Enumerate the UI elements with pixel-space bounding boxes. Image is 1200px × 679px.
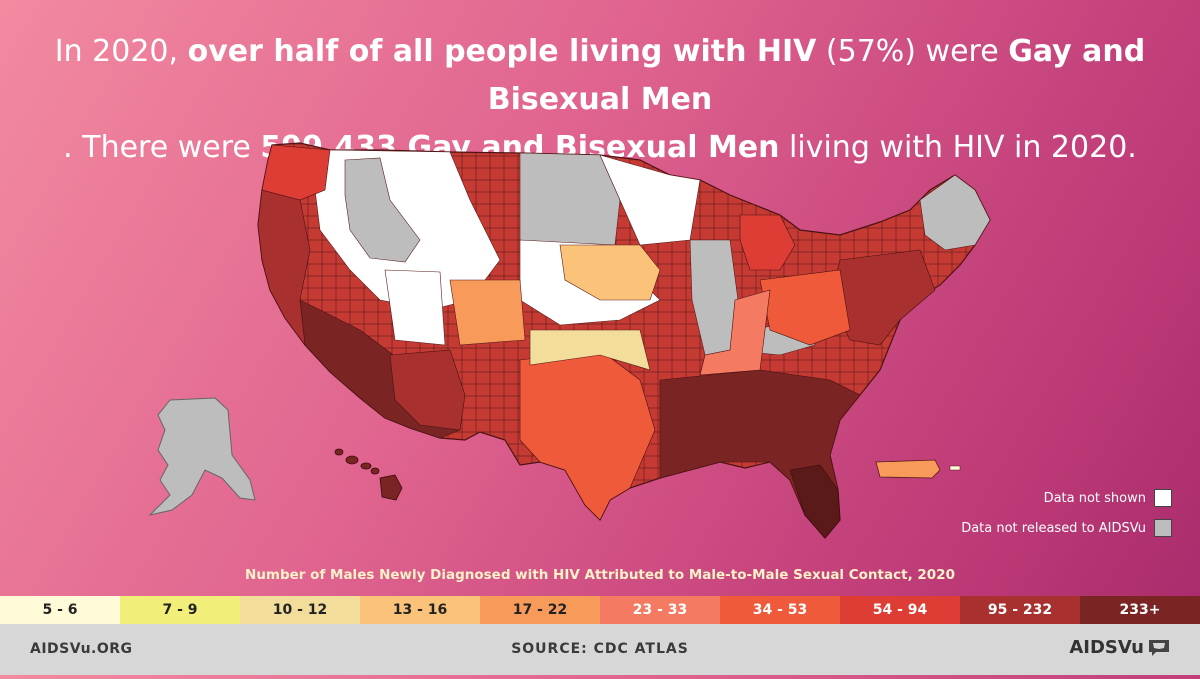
region-new-england bbox=[919, 174, 991, 251]
region-west-coast bbox=[257, 189, 311, 347]
scale-bin: 23 - 33 bbox=[600, 596, 720, 624]
puerto-rico-island bbox=[949, 465, 961, 471]
region-texas bbox=[519, 349, 656, 521]
region-colorado bbox=[449, 279, 526, 346]
legend-not-shown-swatch bbox=[1154, 489, 1172, 507]
legend-not-released-label: Data not released to AIDSVu bbox=[961, 520, 1146, 536]
scale-bin: 17 - 22 bbox=[480, 596, 600, 624]
region-northwest-top bbox=[261, 144, 331, 201]
headline-bold: over half of all people living with HIV bbox=[187, 34, 817, 69]
scale-bin: 95 - 232 bbox=[960, 596, 1080, 624]
region-appalachia bbox=[759, 269, 851, 346]
region-arizona bbox=[389, 349, 466, 431]
region-upper-midwest bbox=[599, 154, 701, 246]
scale-bin: 7 - 9 bbox=[120, 596, 240, 624]
region-utah bbox=[384, 269, 446, 346]
scale-bin: 10 - 12 bbox=[240, 596, 360, 624]
scale-bin: 5 - 6 bbox=[0, 596, 120, 624]
footer: AIDSVu.ORG SOURCE: CDC ATLAS AIDSVu bbox=[0, 624, 1200, 675]
region-idaho bbox=[344, 157, 421, 263]
speech-bubble-icon bbox=[1149, 639, 1169, 656]
region-ohio-valley bbox=[699, 289, 771, 376]
footer-website[interactable]: AIDSVu.ORG bbox=[30, 641, 133, 657]
scale-bin: 54 - 94 bbox=[840, 596, 960, 624]
puerto-rico bbox=[875, 459, 941, 479]
headline-part: living with HIV in 2020. bbox=[779, 130, 1137, 165]
footer-source: SOURCE: CDC ATLAS bbox=[511, 641, 689, 657]
scale-bin: 34 - 53 bbox=[720, 596, 840, 624]
scale-bin: 233+ bbox=[1080, 596, 1200, 624]
legend-not-released-swatch bbox=[1154, 519, 1172, 537]
headline-part: In 2020, bbox=[54, 34, 188, 69]
alaska bbox=[148, 397, 256, 516]
map-caption: Number of Males Newly Diagnosed with HIV… bbox=[245, 567, 955, 583]
hawaii bbox=[334, 448, 403, 501]
footer-logo-text: AIDSVu bbox=[1069, 637, 1144, 658]
footer-logo: AIDSVu bbox=[1069, 637, 1170, 658]
scale-bin: 13 - 16 bbox=[360, 596, 480, 624]
headline-bold: Gay and Bisexual Men bbox=[487, 34, 1146, 117]
region-florida bbox=[789, 464, 841, 539]
legend-not-released: Data not released to AIDSVu bbox=[961, 519, 1172, 537]
legend-not-shown-label: Data not shown bbox=[1043, 490, 1146, 506]
headline-part: (57%) were bbox=[816, 34, 1009, 69]
region-michigan bbox=[739, 214, 796, 271]
headline-part: . There were bbox=[63, 130, 261, 165]
headline: In 2020, over half of all people living … bbox=[0, 28, 1200, 172]
legend-not-shown: Data not shown bbox=[1044, 489, 1172, 507]
region-kansas-ok bbox=[529, 329, 651, 371]
